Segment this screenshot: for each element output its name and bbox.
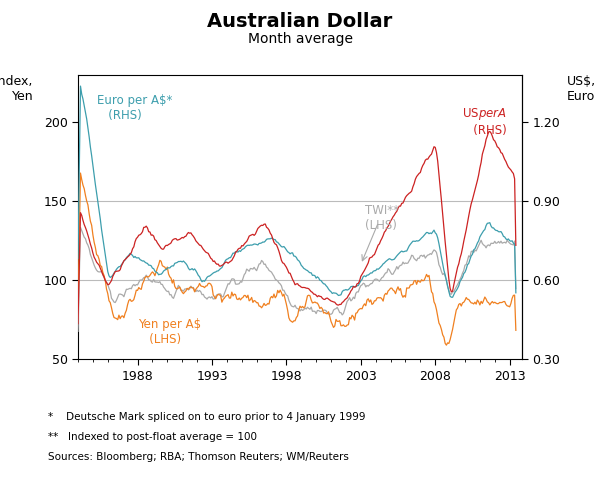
Text: Month average: Month average [248, 32, 353, 46]
Text: Euro per A$*
   (RHS): Euro per A$* (RHS) [97, 94, 173, 122]
Text: Index,
Yen: Index, Yen [0, 75, 34, 103]
Text: US$,
Euro: US$, Euro [566, 75, 596, 103]
Text: *    Deutsche Mark spliced on to euro prior to 4 January 1999: * Deutsche Mark spliced on to euro prior… [48, 412, 365, 422]
Text: **   Indexed to post-float average = 100: ** Indexed to post-float average = 100 [48, 432, 257, 442]
Text: TWI**
(LHS): TWI** (LHS) [365, 205, 399, 233]
Text: Sources: Bloomberg; RBA; Thomson Reuters; WM/Reuters: Sources: Bloomberg; RBA; Thomson Reuters… [48, 452, 349, 462]
Text: Yen per A$
   (LHS): Yen per A$ (LHS) [137, 318, 200, 346]
Text: US$ per A$
   (RHS): US$ per A$ (RHS) [462, 106, 507, 137]
Text: Australian Dollar: Australian Dollar [208, 12, 392, 31]
